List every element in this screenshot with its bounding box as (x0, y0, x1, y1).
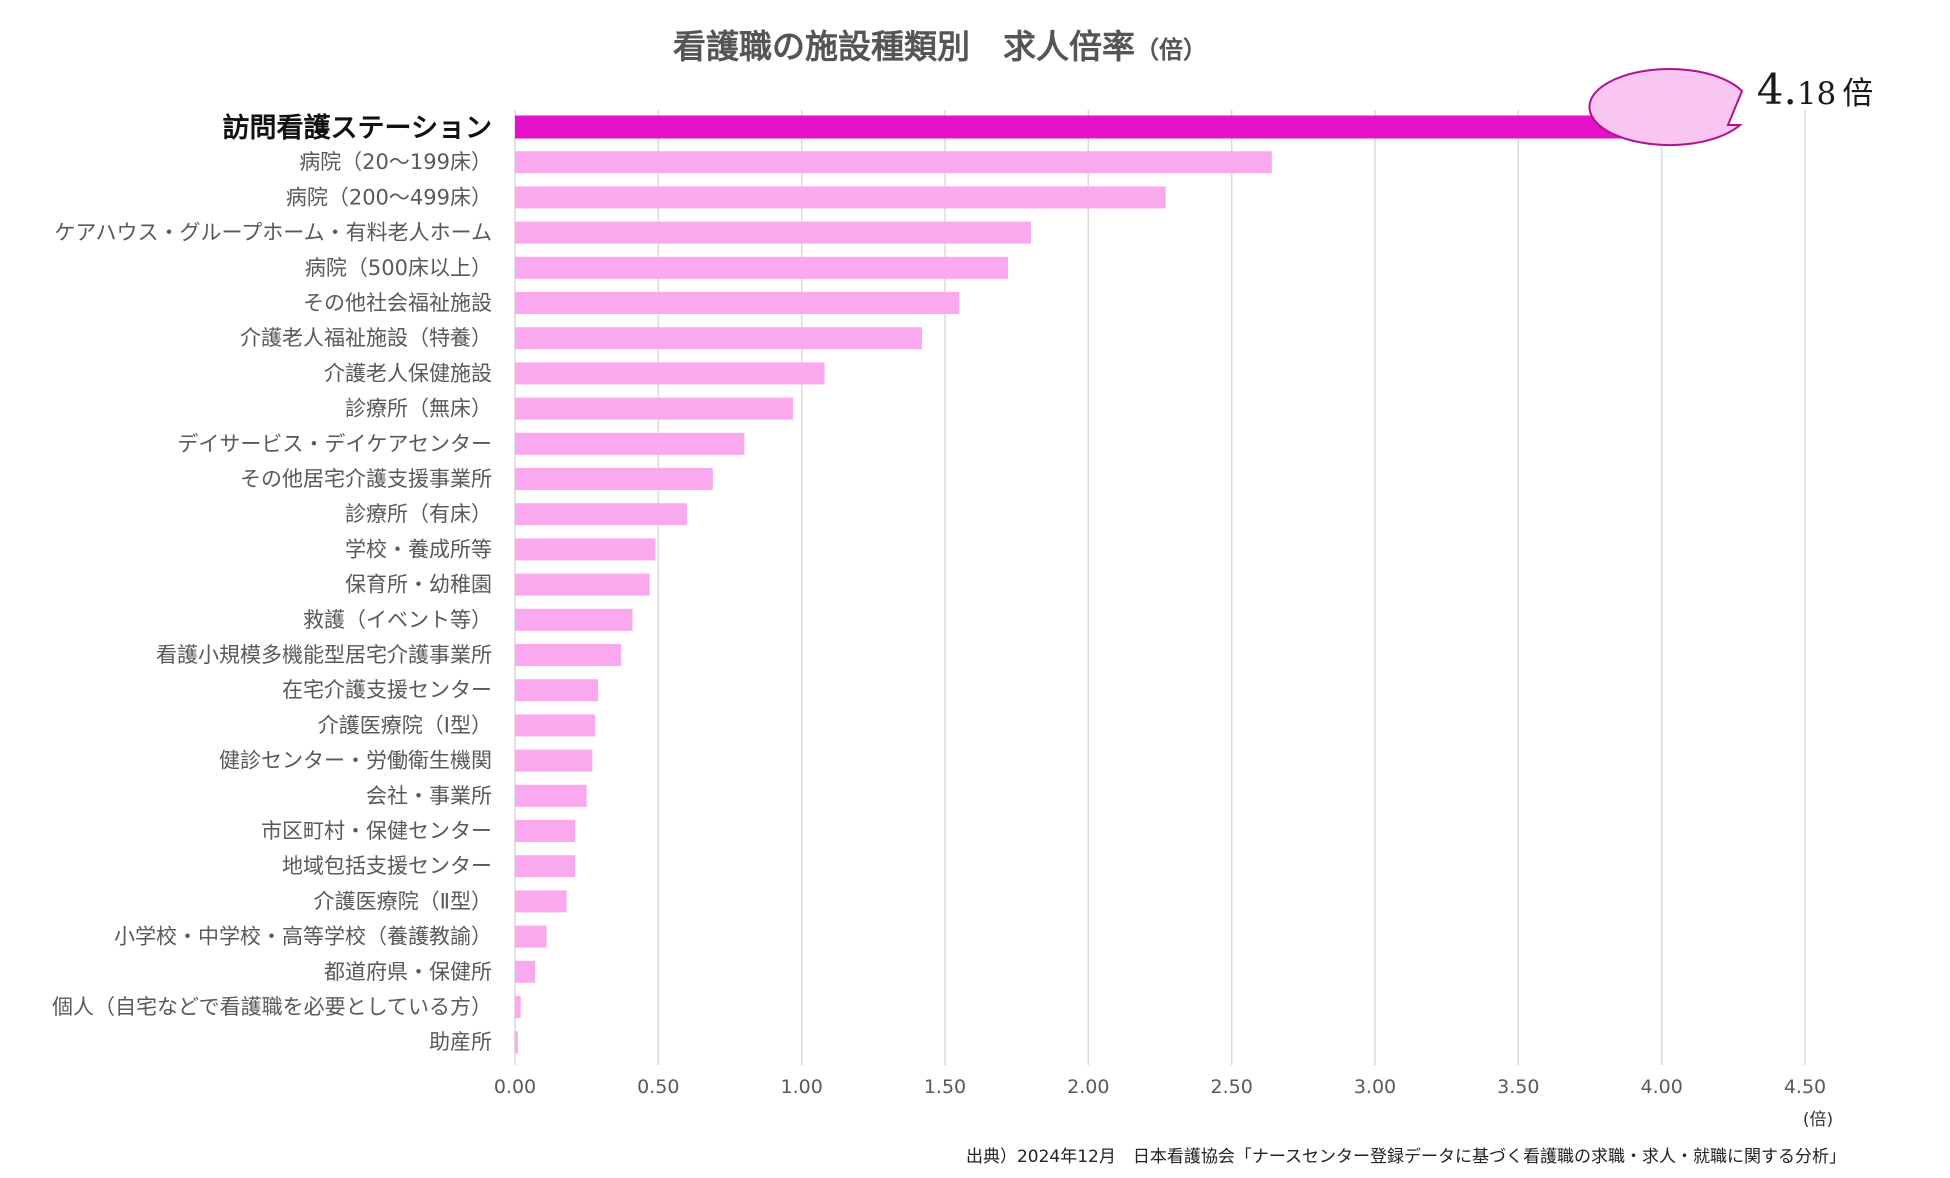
bar (515, 397, 794, 420)
gridlines (514, 110, 1806, 1065)
bar (515, 573, 650, 596)
category-label: 市区町村・保健センター (261, 819, 492, 843)
category-label: 助産所 (429, 1030, 492, 1054)
x-tick-label: 2.00 (1067, 1076, 1109, 1098)
category-label: 介護老人保健施設 (324, 361, 492, 385)
category-label: 診療所（無床） (345, 397, 492, 421)
category-label: 看護小規模多機能型居宅介護事業所 (156, 643, 492, 667)
bar (515, 538, 656, 561)
callout-value-int: 4. (1757, 65, 1797, 114)
bar (515, 644, 622, 666)
x-tick-label: 4.50 (1784, 1076, 1826, 1098)
bar (515, 608, 633, 631)
category-label: 都道府県・保健所 (324, 960, 492, 984)
category-label: 保育所・幼稚園 (345, 573, 492, 597)
x-tick-label: 3.50 (1497, 1076, 1539, 1098)
bar (515, 679, 599, 702)
category-label: 小学校・中学校・高等学校（養護教諭） (114, 925, 492, 949)
x-tick-label: 0.00 (494, 1076, 536, 1098)
callout-unit: 倍 (1842, 76, 1873, 112)
chart-title: 看護職の施設種類別 求人倍率（倍） (673, 27, 1207, 66)
category-label: その他社会福祉施設 (303, 291, 492, 315)
x-axis-unit-label: (倍) (1803, 1110, 1833, 1130)
bar (515, 890, 567, 913)
category-label: デイサービス・デイケアセンター (177, 432, 492, 456)
bar (515, 432, 745, 455)
bar (515, 820, 576, 842)
category-label: 病院（200〜499床） (286, 185, 492, 209)
category-label: ケアハウス・グループホーム・有料老人ホーム (54, 221, 492, 245)
bar (515, 714, 596, 737)
x-tick-label: 0.50 (637, 1076, 679, 1098)
x-axis-tick-labels: 0.00 0.50 1.00 1.50 2.00 2.50 3.00 3.50 4.00 4.50 (494, 1076, 1826, 1098)
chart-title-main: 看護職の施設種類別 求人倍率 (673, 27, 1135, 66)
category-label: 診療所（有床） (345, 502, 492, 526)
bar (515, 256, 1009, 279)
bar (515, 362, 825, 385)
category-label: 学校・養成所等 (345, 537, 492, 561)
bar (515, 784, 587, 807)
category-label: 介護老人福祉施設（特養） (240, 326, 492, 350)
category-label: 介護医療院（Ⅱ型） (314, 889, 492, 913)
bars (515, 115, 1714, 1054)
x-tick-label: 1.00 (781, 1076, 823, 1098)
bar (515, 468, 713, 490)
bar (515, 221, 1031, 244)
callout-bubble (1588, 68, 1744, 147)
bar (515, 327, 923, 350)
bar (515, 996, 521, 1018)
category-label: 地域包括支援センター (282, 854, 492, 878)
source-note: 出典）2024年12月 日本看護協会「ナースセンター登録データに基づく看護職の求… (966, 1146, 1846, 1167)
category-label: 病院（500床以上） (305, 256, 492, 280)
category-label: 個人（自宅などで看護職を必要としている方） (52, 995, 492, 1019)
category-label: 会社・事業所 (366, 784, 492, 808)
x-tick-label: 4.00 (1641, 1076, 1683, 1098)
category-label: 健診センター・労働衛生機関 (219, 749, 492, 773)
x-tick-label: 1.50 (924, 1076, 966, 1098)
bar (515, 925, 547, 948)
category-label: 介護医療院（Ⅰ型） (318, 713, 492, 737)
value-callout: 4.18 倍 (1588, 65, 1874, 147)
x-tick-label: 2.50 (1211, 1076, 1253, 1098)
bar (515, 960, 536, 983)
bar (515, 186, 1166, 209)
category-label: 救護（イベント等） (303, 608, 492, 632)
bar (515, 749, 593, 772)
category-label: 病院（20〜199床） (299, 150, 492, 174)
x-tick-label: 3.00 (1354, 1076, 1396, 1098)
bar (515, 292, 960, 314)
category-label: 在宅介護支援センター (282, 678, 492, 702)
category-label: その他居宅介護支援事業所 (240, 467, 492, 491)
bar (515, 503, 687, 526)
callout-value-dec: 18 (1797, 76, 1836, 112)
chart-title-unit: （倍） (1135, 36, 1207, 64)
category-label-highlight: 訪問看護ステーション (223, 112, 492, 144)
bar (515, 151, 1272, 174)
callout-value: 4.18 倍 (1757, 65, 1874, 114)
bar-highlight (515, 115, 1714, 139)
bar (515, 855, 576, 878)
bar (515, 1031, 518, 1054)
